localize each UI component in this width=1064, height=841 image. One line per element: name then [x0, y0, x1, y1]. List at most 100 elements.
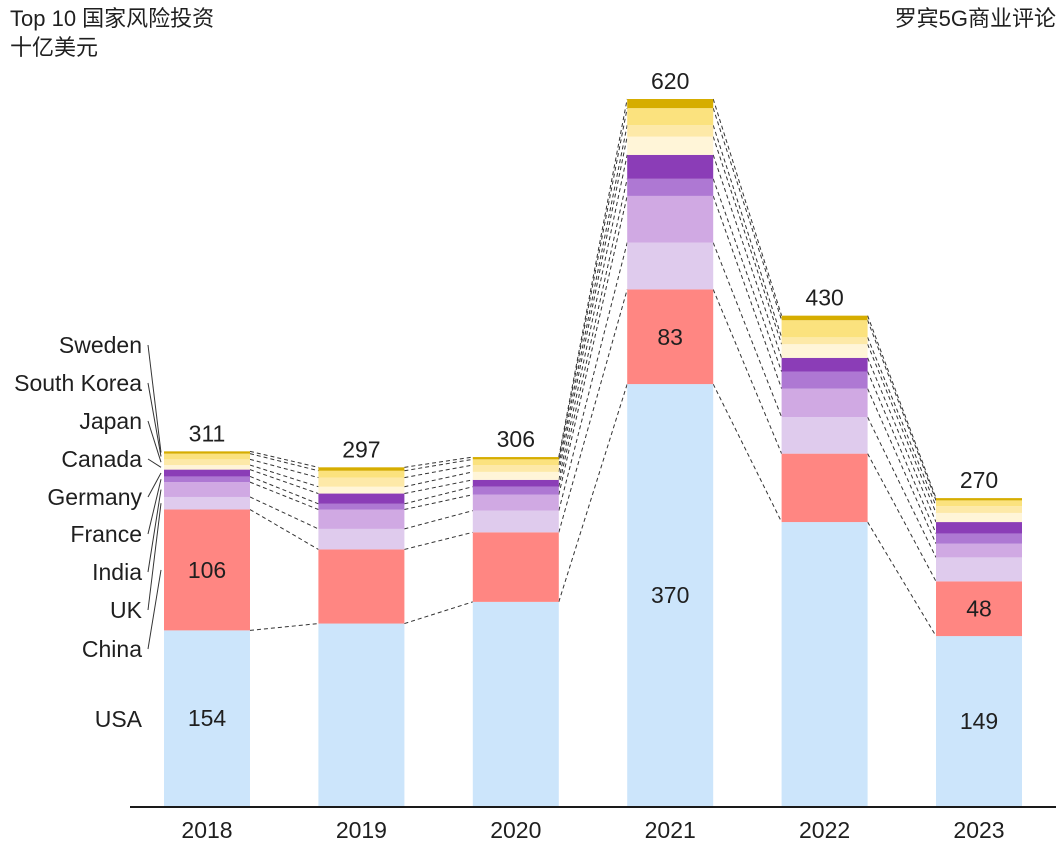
legend-label-japan: Japan: [79, 408, 142, 434]
bar-japan-2018: [164, 459, 250, 466]
bar-japan-2020: [472, 465, 559, 472]
bar-germany-2018: [164, 469, 250, 477]
legend: USA China UK India France Germany Canada Japan S…: [14, 332, 162, 732]
legend-leader-canada: [147, 458, 162, 468]
connector-usa-2018: [249, 623, 319, 631]
connector-sweden-2020: [558, 98, 628, 458]
legend-label-canada: Canada: [61, 446, 142, 472]
bar-canada-2020: [472, 471, 559, 480]
bar-germany-2020: [472, 479, 559, 487]
connector-uk-2018: [249, 496, 319, 530]
connector-india-2019: [404, 494, 473, 511]
bar-india-2022: [781, 388, 868, 418]
bar-south-korea-2018: [164, 453, 250, 460]
connector-germany-2018: [249, 469, 319, 495]
connector-sweden-2021: [712, 98, 783, 316]
bar-south-korea-2020: [472, 459, 559, 466]
connector-sweden-2018: [249, 450, 319, 468]
connector-south-korea-2020: [558, 108, 628, 460]
connector-france-2022: [867, 371, 937, 534]
connector-south-korea-2019: [404, 458, 473, 472]
bar-canada-2023: [936, 512, 1022, 523]
connector-uk-2021: [712, 242, 783, 418]
connector-usa-2020: [558, 383, 628, 603]
connector-china-2022: [867, 453, 937, 582]
bar-uk-2020: [472, 510, 559, 533]
connector-india-2018: [249, 481, 319, 510]
bar-japan-2021: [627, 125, 714, 137]
bar-china-2023: [936, 581, 1022, 637]
bar-uk-2019: [318, 528, 405, 550]
x-axis-ticks: 2018 2019 2020 2021 2022 2023: [181, 817, 1004, 841]
connector-japan-2022: [867, 337, 937, 507]
legend-leader-germany: [147, 472, 162, 498]
bar-china-2021: [627, 289, 714, 385]
connector-south-korea-2018: [249, 453, 319, 472]
legend-leader-china: [147, 569, 162, 650]
legend-label-south-korea: South Korea: [14, 370, 142, 396]
connector-japan-2021: [712, 125, 783, 338]
connector-uk-2020: [558, 242, 628, 511]
chart-title-block: Top 10 国家风险投资 十亿美元: [10, 4, 214, 62]
bar-japan-2022: [781, 337, 868, 345]
bar-germany-2022: [781, 357, 868, 372]
x-tick-2021: 2021: [645, 817, 696, 841]
legend-label-uk: UK: [110, 597, 143, 623]
legend-leader-india: [147, 489, 162, 573]
connector-canada-2020: [558, 136, 628, 472]
x-tick-2023: 2023: [953, 817, 1004, 841]
legend-leader-south-korea: [147, 382, 162, 457]
x-tick-2019: 2019: [336, 817, 387, 841]
connector-india-2020: [558, 195, 628, 495]
value-label-usa-2023: 149: [960, 708, 998, 734]
bar-sweden-2020: [472, 457, 559, 460]
bars: [164, 99, 1022, 806]
connector-sweden-2022: [867, 315, 937, 499]
x-tick-2020: 2020: [490, 817, 541, 841]
total-label-2019: 297: [342, 436, 380, 462]
bar-sweden-2023: [936, 498, 1022, 501]
legend-label-china: China: [82, 636, 142, 662]
bar-uk-2023: [936, 557, 1022, 582]
connector-india-2021: [712, 195, 783, 389]
connector-canada-2021: [712, 136, 783, 345]
bar-usa-2018: [164, 630, 250, 806]
total-label-2020: 306: [497, 426, 535, 452]
connector-germany-2019: [404, 479, 473, 495]
connector-south-korea-2021: [712, 107, 783, 321]
value-label-usa-2018: 154: [188, 705, 227, 731]
bar-germany-2021: [627, 154, 714, 179]
chart-title: Top 10 国家风险投资: [10, 6, 215, 31]
legend-leader-uk: [147, 503, 162, 611]
connector-canada-2018: [249, 464, 319, 488]
bar-france-2021: [627, 178, 714, 196]
connector-germany-2022: [867, 357, 937, 523]
connector-china-2019: [404, 531, 473, 550]
total-label-2022: 430: [805, 285, 843, 311]
bar-sweden-2021: [627, 99, 714, 109]
legend-label-sweden: Sweden: [59, 332, 142, 358]
connector-india-2022: [867, 388, 937, 544]
bar-france-2020: [472, 486, 559, 495]
legend-label-france: France: [70, 521, 142, 547]
connector-usa-2021: [712, 383, 783, 523]
legend-label-germany: Germany: [47, 484, 142, 510]
legend-leader-france: [147, 479, 162, 535]
bar-japan-2023: [936, 506, 1022, 513]
bar-sweden-2019: [318, 467, 405, 471]
connector-china-2018: [249, 509, 319, 550]
value-label-usa-2021: 370: [651, 582, 689, 608]
bar-india-2019: [318, 509, 405, 529]
connector-lines: [249, 98, 937, 637]
legend-label-usa: USA: [95, 706, 143, 732]
connector-japan-2019: [404, 464, 473, 479]
bar-sweden-2018: [164, 451, 250, 454]
connector-france-2018: [249, 475, 319, 505]
total-label-2023: 270: [960, 467, 998, 493]
connector-germany-2021: [712, 154, 783, 359]
legend-leader-japan: [147, 420, 162, 463]
bar-india-2021: [627, 195, 714, 243]
data-labels: 154 370 149 106 83 48 311 297 306 620 430 270: [188, 68, 998, 734]
connector-france-2021: [712, 178, 783, 372]
